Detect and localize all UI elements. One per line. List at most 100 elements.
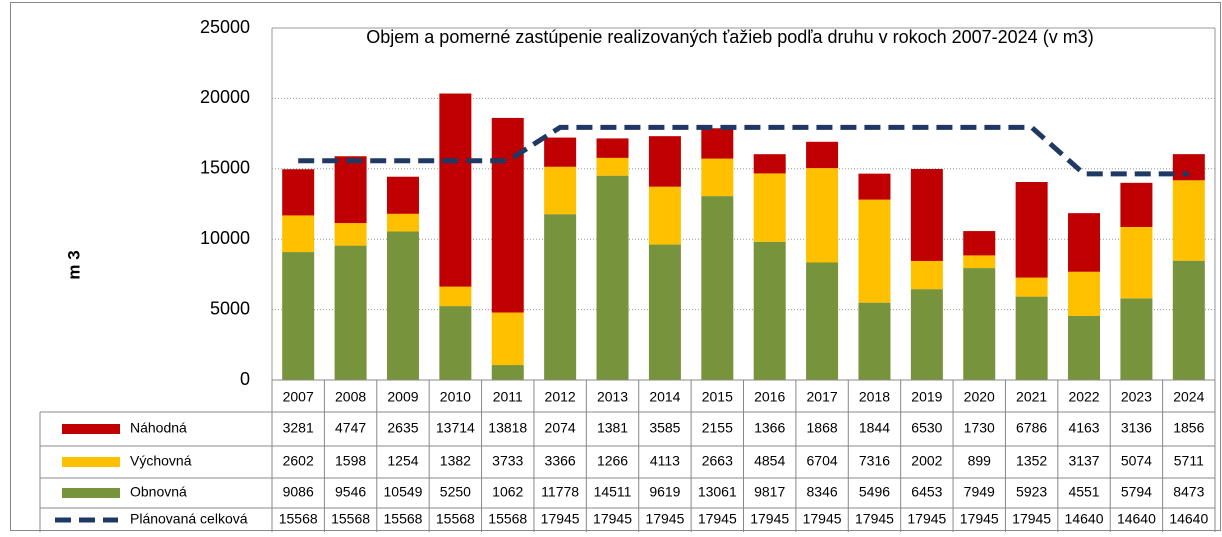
table-value: 4854 bbox=[754, 453, 785, 469]
bar bbox=[963, 231, 996, 256]
table-value: 3137 bbox=[1068, 453, 1099, 469]
table-value: 2155 bbox=[702, 420, 733, 436]
bar bbox=[439, 286, 472, 307]
table-value: 9546 bbox=[335, 484, 366, 500]
x-tick-label: 2014 bbox=[649, 389, 680, 405]
table-value: 5074 bbox=[1121, 453, 1152, 469]
bar bbox=[910, 169, 943, 261]
table-value: 8473 bbox=[1173, 484, 1204, 500]
table-value: 17945 bbox=[855, 511, 894, 527]
bar bbox=[491, 312, 524, 366]
table-value: 6453 bbox=[911, 484, 942, 500]
table-value: 11778 bbox=[541, 484, 579, 500]
x-tick-label: 2018 bbox=[859, 389, 890, 405]
table-value: 13061 bbox=[698, 484, 737, 500]
bar bbox=[1068, 271, 1101, 316]
table-value: 4747 bbox=[335, 420, 366, 436]
bar bbox=[1120, 182, 1153, 227]
bar bbox=[439, 306, 472, 380]
bar bbox=[386, 231, 419, 380]
table-value: 17945 bbox=[645, 511, 684, 527]
y-tick-label: 20000 bbox=[200, 87, 250, 107]
bar bbox=[753, 241, 786, 380]
legend-label: Plánovaná celková bbox=[130, 511, 248, 527]
chart-title: Objem a pomerné zastúpenie realizovaných… bbox=[366, 27, 1093, 47]
bar bbox=[648, 244, 681, 380]
x-tick-label: 2016 bbox=[754, 389, 785, 405]
bar bbox=[491, 365, 524, 380]
bar bbox=[334, 223, 367, 246]
table-value: 7316 bbox=[859, 453, 890, 469]
bar bbox=[1015, 277, 1048, 297]
bar bbox=[701, 158, 734, 197]
table-value: 3281 bbox=[283, 420, 314, 436]
bar bbox=[386, 213, 419, 232]
bar bbox=[1068, 213, 1101, 272]
table-value: 13714 bbox=[436, 420, 475, 436]
table-value: 2074 bbox=[545, 420, 576, 436]
table-value: 17945 bbox=[907, 511, 946, 527]
table-value: 5250 bbox=[440, 484, 471, 500]
table-value: 1352 bbox=[1016, 453, 1047, 469]
table-value: 17945 bbox=[1012, 511, 1051, 527]
table-value: 14640 bbox=[1065, 511, 1104, 527]
bar bbox=[1015, 182, 1048, 278]
bar bbox=[282, 215, 315, 253]
table-value: 17945 bbox=[593, 511, 632, 527]
x-tick-label: 2010 bbox=[440, 389, 471, 405]
table-value: 1598 bbox=[335, 453, 366, 469]
bar bbox=[282, 252, 315, 380]
bar bbox=[1172, 180, 1205, 261]
x-tick-label: 2023 bbox=[1121, 389, 1152, 405]
bar bbox=[753, 154, 786, 174]
table-value: 1254 bbox=[387, 453, 418, 469]
x-tick-label: 2017 bbox=[807, 389, 838, 405]
bar bbox=[334, 245, 367, 380]
table-value: 15568 bbox=[384, 511, 423, 527]
bar bbox=[596, 175, 629, 380]
y-tick-label: 0 bbox=[240, 369, 250, 389]
table-value: 10549 bbox=[384, 484, 423, 500]
bar bbox=[1120, 226, 1153, 299]
table-value: 15568 bbox=[488, 511, 527, 527]
bar bbox=[648, 136, 681, 187]
table-value: 899 bbox=[968, 453, 992, 469]
table-value: 9086 bbox=[283, 484, 314, 500]
table-value: 7949 bbox=[964, 484, 995, 500]
bar bbox=[910, 289, 943, 380]
table-value: 1730 bbox=[964, 420, 995, 436]
table-value: 4113 bbox=[650, 453, 680, 469]
legend-label: Náhodná bbox=[130, 420, 187, 436]
line-series bbox=[298, 124, 1189, 177]
bar bbox=[1068, 315, 1101, 380]
bar bbox=[648, 186, 681, 245]
table-value: 14511 bbox=[594, 484, 632, 500]
bar bbox=[282, 169, 315, 216]
table-value: 17945 bbox=[750, 511, 789, 527]
table-value: 14640 bbox=[1169, 511, 1208, 527]
bar bbox=[544, 214, 577, 380]
table-value: 17945 bbox=[803, 511, 842, 527]
table-value: 14640 bbox=[1117, 511, 1156, 527]
bar bbox=[701, 128, 734, 159]
table-value: 5794 bbox=[1121, 484, 1152, 500]
legend-key bbox=[62, 488, 120, 498]
table-value: 8346 bbox=[807, 484, 838, 500]
table-value: 2663 bbox=[702, 453, 733, 469]
x-tick-label: 2015 bbox=[702, 389, 733, 405]
table-value: 3136 bbox=[1121, 420, 1152, 436]
x-tick-label: 2008 bbox=[335, 389, 366, 405]
bar bbox=[963, 268, 996, 380]
table-value: 17945 bbox=[960, 511, 999, 527]
table-value: 5923 bbox=[1016, 484, 1047, 500]
bar bbox=[858, 302, 891, 380]
bar bbox=[858, 173, 891, 200]
bar bbox=[858, 199, 891, 303]
table-value: 1868 bbox=[807, 420, 838, 436]
bar bbox=[491, 117, 524, 313]
y-tick-label: 5000 bbox=[210, 298, 250, 318]
table-value: 1856 bbox=[1173, 420, 1204, 436]
x-tick-label: 2020 bbox=[964, 389, 995, 405]
x-tick-label: 2013 bbox=[597, 389, 628, 405]
